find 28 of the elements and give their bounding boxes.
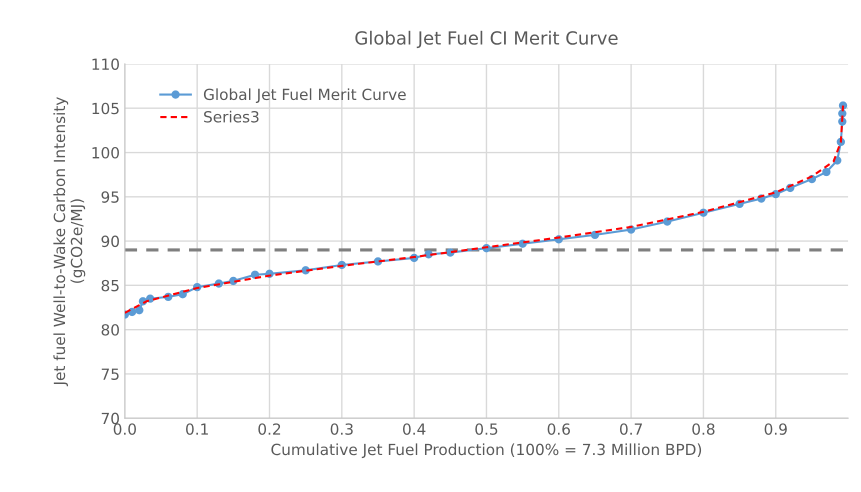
x-tick-label: 0.1 (186, 423, 208, 435)
x-axis-title: Cumulative Jet Fuel Production (100% = 7.3 Million BPD) (271, 443, 702, 458)
legend-label: Series3 (204, 110, 259, 123)
x-tick-label: 0.9 (764, 423, 787, 435)
x-tick-label: 0.7 (620, 423, 642, 435)
y-tick-label: 110 (92, 58, 119, 70)
x-tick-label: 0.3 (330, 423, 353, 435)
point (178, 290, 187, 298)
y-tick-label: 85 (102, 280, 119, 292)
y-tick-label: 75 (102, 368, 119, 380)
x-tick-label: 0.8 (692, 423, 715, 435)
point (135, 306, 144, 314)
point (590, 230, 600, 240)
x-tick-label: 0.2 (258, 423, 280, 435)
legend-label: Global Jet Fuel Merit Curve (204, 88, 406, 104)
chart-title: Global Jet Fuel CI Merit Curve (355, 30, 618, 48)
x-tick-label: 0.6 (548, 423, 570, 435)
y-tick-label: 100 (92, 146, 119, 159)
y-tick-label: 105 (92, 102, 119, 114)
y-tick-label: 80 (102, 324, 119, 336)
x-tick-label: 0.0 (114, 423, 136, 435)
point (822, 168, 831, 176)
y-axis-title: Jet fuel Well-to-Wake Carbon Intensity (gCO2e/MJ) (53, 97, 86, 386)
y-tick-label: 70 (102, 412, 119, 424)
y-tick-label: 95 (102, 191, 119, 203)
x-tick-label: 0.5 (475, 423, 498, 435)
y-tick-label: 90 (102, 236, 119, 248)
x-tick-label: 0.4 (403, 423, 426, 435)
